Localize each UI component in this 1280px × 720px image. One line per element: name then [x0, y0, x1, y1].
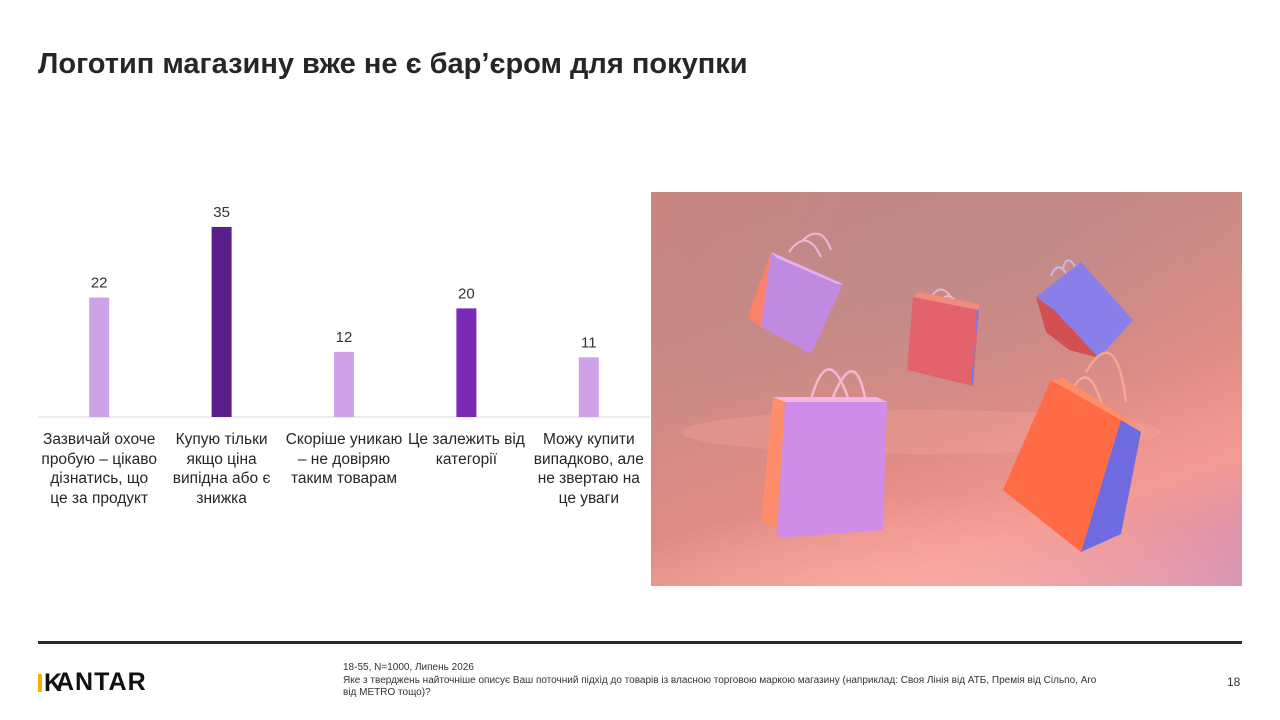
x-tick-label-3: Скоріше уникаю – не довіряю таким товара…: [285, 431, 403, 487]
x-tick-label-2: Купую тільки якщо ціна випідна або є зни…: [172, 431, 271, 507]
x-tick-label-1: Зазвичай охоче пробую – цікаво дізнатись…: [41, 431, 157, 507]
footnote: 18-55, N=1000, Липень 2026 Яке з твердже…: [343, 662, 1103, 700]
bar-value-label-3: 12: [336, 329, 353, 346]
bars-group: 22 35 12 20 11: [89, 204, 599, 417]
bag-bottom-right: [1003, 351, 1141, 552]
x-tick-label-4: Це залежить від категорії: [407, 431, 525, 468]
kantar-logo-mark: K: [38, 670, 62, 695]
bar-value-label-1: 22: [91, 275, 108, 292]
kantar-logo-text: ANTAR: [56, 668, 147, 696]
bar-3: [334, 351, 354, 417]
bag-top-left: [748, 232, 843, 354]
footer-divider: [38, 641, 1242, 644]
footnote-sample: 18-55, N=1000, Липень 2026: [343, 662, 474, 673]
bag-top-right: [1036, 259, 1133, 358]
bag-bottom-left: [761, 368, 887, 538]
bar-value-label-5: 11: [581, 334, 597, 351]
footnote-question: Яке з тверджень найточніше описує Ваш по…: [343, 674, 1097, 699]
page-number: 18: [1227, 675, 1241, 689]
kantar-logo: K ANTAR: [38, 668, 147, 697]
bar-2: [211, 226, 232, 417]
bar-value-label-4: 20: [458, 285, 475, 302]
bar-1: [89, 297, 110, 417]
bar-5: [578, 357, 599, 417]
page-title: Логотип магазину вже не є бар’єром для п…: [38, 48, 748, 80]
bag-top-center: [907, 288, 979, 386]
shopping-bags-photo: [651, 192, 1242, 586]
x-axis-labels: Зазвичай охоче пробую – цікаво дізнатись…: [38, 430, 650, 560]
bar-4: [456, 308, 477, 417]
x-tick-label-5: Можу купити випадково, але не звертаю на…: [533, 431, 644, 507]
bar-value-label-2: 35: [213, 204, 230, 221]
